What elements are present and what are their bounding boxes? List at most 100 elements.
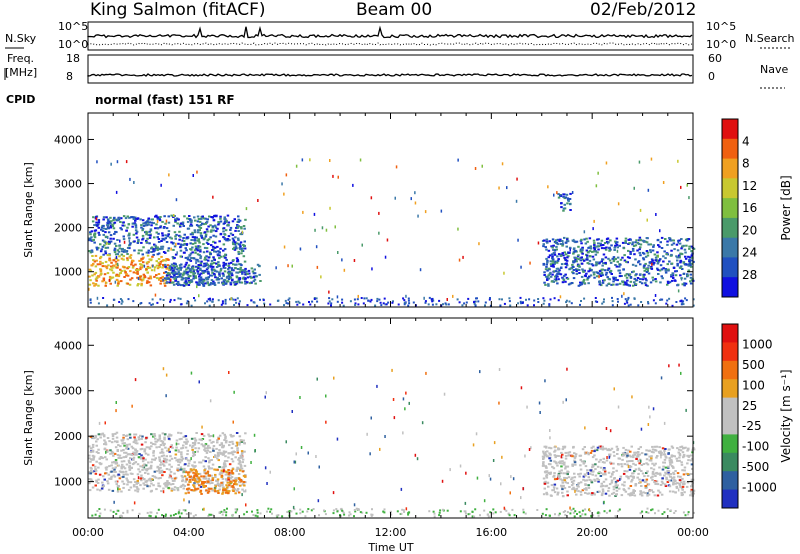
data-cell — [129, 240, 131, 243]
data-cell — [569, 512, 571, 514]
data-cell — [180, 250, 183, 252]
data-cell — [632, 271, 635, 273]
data-cell — [557, 492, 560, 494]
data-cell — [484, 499, 486, 502]
x-tick-label: 00:00 — [677, 526, 709, 539]
data-cell — [168, 215, 171, 217]
data-cell — [240, 241, 243, 243]
data-cell — [159, 283, 162, 285]
data-cell — [171, 238, 174, 240]
data-cell — [425, 210, 427, 213]
data-cell — [223, 227, 226, 229]
data-cell — [376, 300, 378, 302]
data-cell — [200, 264, 203, 266]
data-cell — [94, 236, 97, 238]
data-cell — [209, 447, 212, 449]
data-cell — [197, 216, 200, 218]
data-cell — [598, 461, 601, 463]
data-cell — [158, 258, 161, 260]
data-cell — [302, 158, 304, 161]
data-cell — [214, 490, 217, 492]
data-cell — [139, 263, 142, 265]
data-cell — [202, 459, 205, 461]
data-cell — [228, 271, 231, 273]
data-cell — [173, 278, 176, 280]
data-cell — [689, 256, 692, 258]
data-cell — [376, 385, 378, 388]
data-cell — [142, 246, 145, 248]
data-cell — [588, 472, 590, 475]
data-cell — [202, 243, 205, 245]
data-cell — [645, 449, 648, 451]
x-tick-label: 04:00 — [173, 526, 205, 539]
data-cell — [596, 239, 599, 241]
data-cell — [166, 482, 169, 484]
data-cell — [489, 297, 491, 299]
data-cell — [669, 281, 672, 283]
data-cell — [459, 259, 461, 262]
data-cell — [676, 460, 679, 462]
data-cell — [100, 273, 103, 275]
data-cell — [234, 236, 237, 238]
data-cell — [610, 262, 613, 264]
data-cell — [166, 459, 169, 461]
data-cell — [177, 243, 180, 245]
data-cell — [631, 460, 634, 462]
data-cell — [624, 463, 627, 465]
data-cell — [613, 478, 616, 480]
data-cell — [632, 477, 635, 479]
data-cell — [333, 509, 335, 511]
data-cell — [199, 380, 201, 383]
data-cell — [439, 512, 441, 514]
data-cell — [463, 302, 465, 304]
data-cell — [212, 256, 215, 258]
data-cell — [573, 508, 575, 510]
data-cell — [549, 436, 551, 439]
data-cell — [102, 265, 105, 267]
data-cell — [95, 255, 98, 257]
data-cell — [650, 509, 652, 511]
data-cell — [227, 457, 230, 459]
data-cell — [318, 514, 320, 516]
colorbar-tick-label: 1000 — [742, 337, 773, 351]
data-cell — [187, 450, 190, 452]
colorbar-swatch — [722, 398, 738, 417]
data-cell — [589, 268, 592, 270]
data-cell — [557, 273, 560, 275]
data-cell — [200, 490, 203, 492]
data-cell — [153, 433, 156, 435]
data-cell — [574, 510, 576, 512]
data-cell — [185, 249, 188, 251]
data-cell — [646, 458, 649, 460]
data-cell — [168, 476, 171, 478]
data-cell — [333, 377, 335, 380]
data-cell — [554, 513, 556, 515]
data-cell — [115, 481, 118, 483]
data-cell — [403, 397, 405, 400]
data-cell — [509, 305, 511, 307]
data-cell — [648, 406, 650, 409]
data-cell — [409, 402, 411, 405]
data-cell — [189, 479, 192, 481]
data-cell — [115, 513, 117, 515]
data-cell — [174, 486, 177, 488]
data-cell — [120, 491, 123, 493]
data-cell — [679, 484, 682, 486]
data-cell — [152, 455, 155, 457]
data-cell — [204, 282, 207, 284]
data-cell — [615, 515, 617, 517]
data-cell — [597, 249, 600, 251]
y-tick-label: 2000 — [54, 430, 82, 443]
data-cell — [156, 246, 159, 248]
data-cell — [194, 275, 197, 277]
data-cell — [642, 252, 645, 254]
data-cell — [152, 484, 155, 486]
data-cell — [110, 241, 113, 243]
data-cell — [607, 448, 610, 450]
data-cell — [651, 489, 654, 491]
data-cell — [661, 481, 664, 483]
data-cell — [658, 510, 660, 512]
data-cell — [644, 282, 647, 284]
data-cell — [222, 236, 225, 238]
data-cell — [678, 460, 681, 462]
